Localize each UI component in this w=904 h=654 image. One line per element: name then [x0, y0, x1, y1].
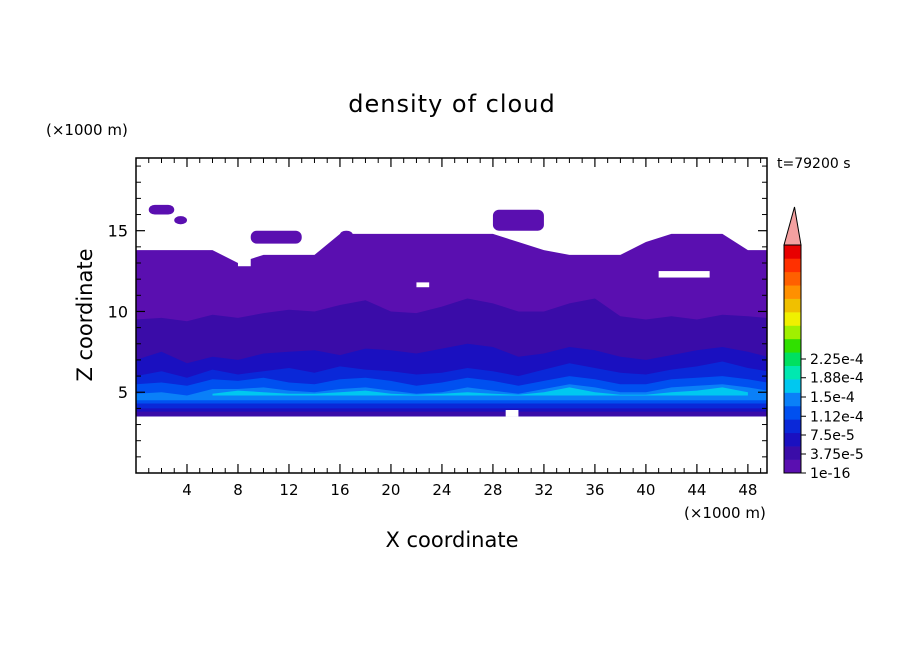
contour-band-6: [136, 384, 767, 401]
colorbar-tick-label: 3.75e-5: [810, 447, 864, 463]
x-tick-label: 12: [279, 481, 298, 499]
colorbar-swatch: [784, 446, 801, 460]
colorbar-swatch: [784, 392, 801, 407]
colorbar-swatch: [784, 338, 801, 353]
clear-gap-3: [658, 271, 710, 278]
plot-frame: [135, 157, 768, 474]
x-tick-label: 32: [534, 481, 553, 499]
x-tick-label: 16: [330, 481, 349, 499]
upper-cloud-patch-4: [339, 230, 353, 239]
chart-title: density of cloud: [348, 90, 555, 118]
colorbar-tick-label: 1.5e-4: [810, 390, 855, 406]
colorbar-swatch: [784, 379, 801, 393]
y-axis-ticks: 5 10 15: [108, 165, 767, 458]
x-tick-label: 24: [432, 481, 451, 499]
upper-cloud-patch-1: [148, 204, 175, 215]
x-tick-label: 28: [483, 481, 502, 499]
x-tick-label: 36: [585, 481, 604, 499]
colorbar-swatch: [784, 298, 801, 313]
colorbar-swatch: [784, 312, 801, 326]
x-axis-ticks: 4 8 12 16 20 24 28 32 36 40 44 48: [148, 158, 762, 499]
x-axis-label: X coordinate: [385, 528, 518, 552]
colorbar-swatch: [784, 325, 801, 340]
clear-gap-4: [505, 410, 519, 417]
y-tick-label: 5: [118, 383, 128, 402]
colorbar-swatch: [784, 432, 801, 447]
colorbar-overflow-arrow: [783, 206, 802, 246]
y-tick-label: 15: [108, 222, 128, 241]
x-tick-label: 20: [381, 481, 400, 499]
x-tick-label: 44: [687, 481, 706, 499]
colorbar-swatch: [784, 258, 801, 273]
contour-band-7: [212, 387, 748, 396]
contour-fills: [136, 204, 767, 417]
y-tick-label: 10: [108, 302, 128, 321]
colorbar-tick-label: 2.25e-4: [810, 352, 864, 368]
clear-gap-2: [416, 282, 430, 288]
colorbar-tick-label: 1.12e-4: [810, 409, 864, 425]
x-tick-label: 8: [233, 481, 243, 499]
clear-gap-1: [237, 251, 251, 267]
colorbar: 1e-16 3.75e-5 7.5e-5 1.12e-4 1.5e-4 1.88e-4 2.…: [783, 206, 864, 482]
upper-cloud-patch-2: [174, 216, 187, 225]
colorbar-tick-label: 1.88e-4: [810, 371, 864, 387]
y-axis-unit: (×1000 m): [46, 121, 128, 139]
colorbar-swatch: [784, 365, 801, 380]
colorbar-swatch: [784, 419, 801, 434]
x-tick-label: 4: [182, 481, 192, 499]
x-tick-label: 48: [738, 481, 757, 499]
colorbar-swatch: [784, 285, 801, 299]
time-label: t=79200 s: [777, 156, 851, 172]
colorbar-tick-label: 1e-16: [810, 466, 850, 482]
y-axis-label: Z coordinate: [73, 248, 97, 381]
upper-cloud-patch-5: [492, 209, 544, 231]
colorbar-swatch: [784, 245, 801, 259]
x-axis-unit: (×1000 m): [684, 504, 766, 522]
colorbar-swatch: [784, 405, 801, 420]
colorbar-swatch: [784, 271, 801, 286]
colorbar-swatch: [784, 459, 801, 474]
colorbar-tick-label: 7.5e-5: [810, 428, 855, 444]
x-tick-label: 40: [636, 481, 655, 499]
upper-cloud-patch-3: [250, 230, 302, 244]
colorbar-swatch: [784, 352, 801, 367]
